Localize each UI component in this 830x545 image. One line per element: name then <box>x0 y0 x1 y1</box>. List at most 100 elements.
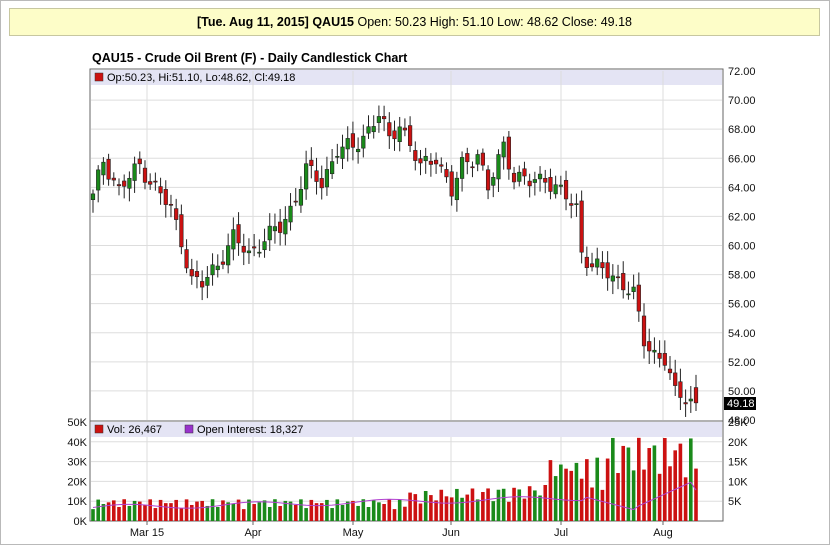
candle-body <box>423 155 428 162</box>
volume-bar <box>169 503 173 521</box>
volume-bar <box>371 500 376 521</box>
candle-body <box>584 256 589 268</box>
volume-bar <box>148 499 152 521</box>
candle-body <box>293 200 298 203</box>
volume-left-tick-label: 40K <box>67 437 87 449</box>
price-tick-label: 70.00 <box>728 95 756 107</box>
candle-body <box>527 180 532 187</box>
volume-bar <box>678 443 683 521</box>
volume-legend-text: Vol: 26,467 <box>107 424 162 436</box>
volume-bar <box>673 450 678 521</box>
candle-body <box>205 277 210 286</box>
volume-bar <box>304 508 308 521</box>
candle-body <box>148 181 153 185</box>
volume-bar <box>585 459 589 521</box>
candle-body <box>485 169 491 191</box>
volume-bar <box>377 502 381 521</box>
volume-bar <box>538 495 542 521</box>
candle-body <box>241 246 246 253</box>
volume-bar <box>605 458 610 521</box>
candle-body <box>475 154 480 165</box>
volume-bar <box>486 488 490 521</box>
candle-body <box>558 184 563 187</box>
x-tick-label: Jun <box>442 527 460 539</box>
candle-body <box>106 158 111 180</box>
volume-bar <box>683 477 688 521</box>
candle-body <box>309 159 314 166</box>
candle-body <box>496 154 501 180</box>
volume-bar <box>231 504 236 521</box>
x-tick-label: Apr <box>244 527 261 539</box>
volume-bar <box>569 470 574 521</box>
candle-body <box>491 177 496 186</box>
candle-body <box>402 127 407 131</box>
candle-body <box>678 381 683 398</box>
volume-right-tick-label: 10K <box>728 476 748 488</box>
volume-bar <box>293 504 298 521</box>
volume-bar <box>189 504 194 521</box>
candle-body <box>522 168 527 177</box>
volume-bar <box>397 499 402 521</box>
volume-bar <box>299 499 303 521</box>
candle-body <box>605 262 610 279</box>
volume-bar <box>91 509 95 521</box>
candle-body <box>231 229 236 250</box>
header-ohlc: Open: 50.23 High: 51.10 Low: 48.62 Close… <box>357 15 632 29</box>
candle-body <box>350 133 356 148</box>
candle-body <box>673 372 678 386</box>
volume-bar <box>330 508 334 521</box>
candle-body <box>345 138 350 150</box>
candle-body <box>200 281 205 288</box>
price-tick-label: 66.00 <box>728 153 756 165</box>
volume-bar <box>574 462 579 521</box>
volume-bar <box>403 506 407 521</box>
volume-bar <box>600 489 605 521</box>
candle-body <box>392 130 397 140</box>
candle-body <box>382 116 387 120</box>
oi-legend-text: Open Interest: 18,327 <box>197 424 303 436</box>
volume-bar <box>517 489 522 521</box>
volume-bar <box>611 437 615 521</box>
candle-body <box>127 177 132 189</box>
volume-bar <box>559 464 563 521</box>
candle-body <box>444 169 449 178</box>
volume-bar <box>101 504 106 521</box>
price-legend-swatch <box>94 72 104 82</box>
volume-bar <box>642 469 646 521</box>
volume-bar <box>351 500 355 521</box>
volume-bar <box>262 500 267 521</box>
candle-body <box>314 170 319 182</box>
volume-bar <box>127 505 132 521</box>
candle-body <box>387 122 392 137</box>
candle-body <box>116 184 122 187</box>
candle-body <box>122 180 127 187</box>
candle-body <box>340 146 345 159</box>
candle-body <box>257 251 262 254</box>
volume-bar <box>340 504 345 521</box>
candle-body <box>376 116 382 123</box>
volume-bar <box>413 494 418 521</box>
candle-body <box>179 214 184 248</box>
volume-bar <box>221 500 225 521</box>
candle-body <box>641 315 647 347</box>
candle-body <box>465 153 470 163</box>
candle-body <box>194 271 200 278</box>
candle-body <box>543 177 548 183</box>
volume-bar <box>449 497 454 521</box>
volume-left-tick-label: 0K <box>74 516 88 528</box>
volume-bar <box>335 499 340 521</box>
candle-body <box>693 387 699 404</box>
price-tick-label: 52.00 <box>728 357 756 369</box>
candle-body <box>90 193 96 200</box>
candle-body <box>563 180 569 200</box>
candle-body <box>319 178 324 189</box>
volume-bar <box>319 503 324 521</box>
x-tick-label: Jul <box>554 527 568 539</box>
volume-bar <box>689 438 693 521</box>
candle-body <box>226 245 231 266</box>
volume-left-tick-label: 10K <box>67 496 87 508</box>
candle-body <box>174 208 179 220</box>
volume-bar <box>278 505 282 521</box>
volume-bar <box>137 501 142 521</box>
volume-right-tick-label: 15K <box>728 457 748 469</box>
